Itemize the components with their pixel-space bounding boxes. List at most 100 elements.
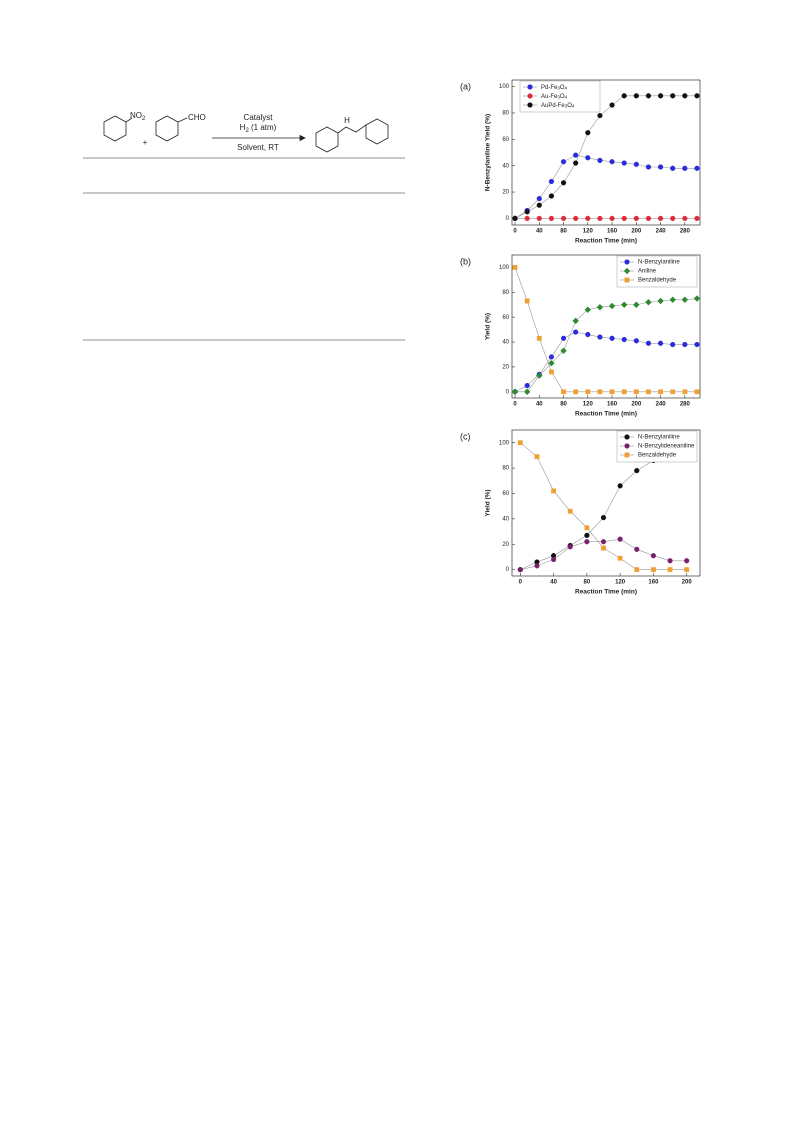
marker bbox=[669, 296, 676, 304]
chart: (a) 0 20 40 60 80 100 0 40 80 120 160 200 240 280 React… bbox=[460, 79, 701, 245]
y-tick-label: 20 bbox=[502, 190, 509, 196]
marker bbox=[646, 389, 651, 395]
y-tick-label: 40 bbox=[502, 516, 509, 522]
marker bbox=[585, 331, 591, 338]
legend-box bbox=[616, 255, 698, 288]
y-tick-label: 40 bbox=[502, 163, 509, 169]
legend-label: Au-Fe3O4 bbox=[541, 94, 568, 100]
legend-label: Pd-Fe3O4 bbox=[541, 85, 568, 91]
legend-label: Benzaldehyde bbox=[638, 453, 677, 459]
marker bbox=[682, 165, 688, 171]
marker bbox=[567, 544, 573, 550]
legend-marker bbox=[527, 93, 533, 99]
arrow-head bbox=[299, 134, 306, 142]
marker bbox=[597, 334, 603, 340]
marker bbox=[633, 301, 640, 309]
x-tick-label: 200 bbox=[631, 229, 642, 235]
marker bbox=[670, 215, 676, 222]
y-tick-label: 60 bbox=[502, 491, 509, 497]
x-tick-label: 40 bbox=[536, 229, 543, 235]
marker bbox=[621, 336, 627, 343]
marker bbox=[645, 93, 652, 99]
plot-frame bbox=[511, 79, 701, 226]
x-tick-label: 120 bbox=[615, 580, 626, 586]
hydrogen-cond: H2 (1 atm) bbox=[240, 123, 277, 133]
marker bbox=[511, 388, 519, 396]
x-tick-label: 120 bbox=[583, 402, 594, 408]
aldehyde: CHO bbox=[188, 113, 206, 122]
marker bbox=[560, 347, 567, 355]
marker bbox=[670, 341, 676, 348]
y-axis-label: Yield (%) bbox=[485, 489, 492, 516]
marker bbox=[608, 302, 616, 310]
marker bbox=[548, 193, 555, 199]
x-tick-label: 280 bbox=[680, 229, 691, 235]
marker bbox=[694, 341, 700, 348]
marker bbox=[584, 306, 592, 313]
legend-label: N-Benzylideneaniline bbox=[638, 444, 695, 450]
marker bbox=[621, 93, 627, 99]
marker bbox=[670, 165, 676, 171]
marker bbox=[621, 215, 627, 222]
series-line bbox=[515, 298, 697, 393]
marker bbox=[620, 301, 628, 309]
marker bbox=[682, 93, 688, 99]
marker bbox=[517, 440, 523, 446]
marker bbox=[645, 215, 652, 222]
marker bbox=[634, 468, 640, 474]
marker bbox=[584, 539, 590, 545]
x-tick-label: 200 bbox=[682, 580, 693, 586]
series-line bbox=[514, 95, 697, 219]
y-tick-label: 60 bbox=[502, 315, 509, 321]
marker bbox=[548, 178, 555, 185]
marker bbox=[536, 372, 543, 379]
marker bbox=[609, 102, 615, 108]
marker bbox=[657, 340, 664, 346]
chart: (b) 0 20 40 60 80 100 0 40 80 120 160 200 240 280 React… bbox=[460, 254, 701, 418]
marker bbox=[657, 215, 664, 222]
marker bbox=[534, 454, 540, 460]
x-tick-label: 80 bbox=[560, 229, 567, 235]
marker bbox=[601, 545, 606, 551]
x-tick-label: 240 bbox=[656, 229, 667, 235]
legend-marker bbox=[624, 259, 630, 265]
x-axis-label: Reaction Time (min) bbox=[575, 589, 637, 596]
marker bbox=[617, 555, 623, 561]
y-tick-label: 80 bbox=[502, 466, 509, 472]
hydrogen-pressure: (1 atm) bbox=[249, 123, 277, 132]
marker bbox=[567, 508, 573, 514]
y-tick-label: 40 bbox=[502, 340, 509, 346]
marker bbox=[524, 209, 530, 215]
marker bbox=[573, 152, 579, 158]
marker bbox=[536, 215, 542, 222]
marker bbox=[573, 215, 579, 222]
marker bbox=[633, 338, 639, 344]
x-tick-label: 0 bbox=[513, 402, 517, 408]
marker bbox=[548, 359, 555, 367]
marker bbox=[584, 525, 590, 531]
marker bbox=[560, 215, 567, 222]
y-tick-label: 100 bbox=[499, 265, 510, 271]
marker bbox=[536, 335, 542, 341]
y-tick-label: 0 bbox=[506, 567, 510, 573]
x-tick-label: 160 bbox=[607, 402, 618, 408]
marker bbox=[670, 93, 676, 99]
legend-box bbox=[519, 80, 601, 113]
marker bbox=[548, 215, 555, 222]
panel-label: (b) bbox=[460, 256, 471, 266]
ring bbox=[155, 115, 179, 142]
ring bbox=[365, 118, 389, 145]
marker bbox=[633, 161, 639, 167]
marker bbox=[597, 389, 603, 395]
marker bbox=[650, 553, 657, 559]
marker bbox=[585, 130, 591, 136]
marker bbox=[634, 567, 640, 573]
series-line bbox=[514, 331, 697, 393]
marker bbox=[597, 157, 603, 164]
marker bbox=[512, 215, 518, 222]
nitro-label: NO2 bbox=[130, 111, 146, 121]
marker bbox=[585, 389, 591, 395]
x-tick-label: 200 bbox=[631, 402, 642, 408]
marker bbox=[657, 297, 664, 305]
marker bbox=[667, 558, 673, 564]
